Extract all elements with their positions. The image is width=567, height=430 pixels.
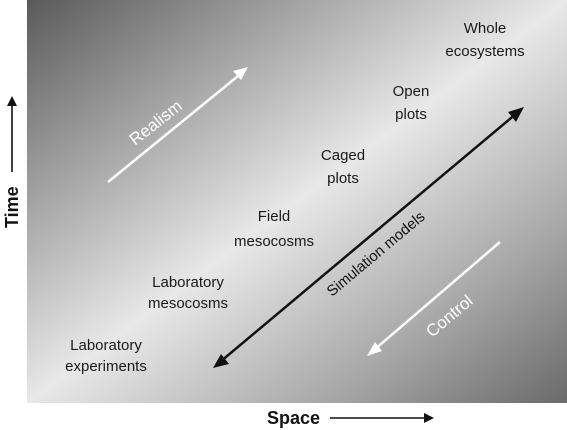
- stage-line-1: Whole: [464, 20, 507, 37]
- realism-arrow: [107, 71, 244, 183]
- stage-line-2: plots: [395, 106, 427, 123]
- stage-line-2: mesocosms: [148, 295, 228, 312]
- stage-line-1: Laboratory: [70, 337, 142, 354]
- stage-line-1: Open: [393, 83, 430, 100]
- y-axis-label: Time: [2, 186, 22, 228]
- x-axis-arrowhead: [424, 413, 434, 423]
- x-axis-label: Space: [267, 408, 320, 428]
- stage-line-2: plots: [327, 170, 359, 187]
- y-axis-arrowhead: [7, 96, 17, 106]
- simulation-models-arrow: [219, 112, 518, 363]
- simulation-arrowhead-start: [213, 354, 229, 368]
- stage-open-plots: Open plots: [393, 83, 430, 123]
- stage-caged-plots: Caged plots: [321, 147, 365, 187]
- stage-line-2: ecosystems: [445, 43, 524, 60]
- stage-whole-ecosystems: Whole ecosystems: [445, 20, 524, 60]
- control-arrow: [373, 241, 501, 351]
- stage-line-2: mesocosms: [234, 233, 314, 250]
- control-arrowhead: [367, 342, 382, 356]
- stage-laboratory-experiments: Laboratory experiments: [65, 337, 147, 375]
- stage-line-1: Laboratory: [152, 274, 224, 291]
- stage-line-1: Field: [258, 208, 291, 225]
- stage-line-2: experiments: [65, 358, 147, 375]
- realism-arrowhead: [233, 67, 248, 80]
- gradient-panel: [27, 0, 567, 403]
- stage-laboratory-mesocosms: Laboratory mesocosms: [148, 274, 228, 312]
- simulation-arrowhead-end: [508, 107, 524, 122]
- stage-line-1: Caged: [321, 147, 365, 164]
- stage-field-mesocosms: Field mesocosms: [234, 208, 314, 250]
